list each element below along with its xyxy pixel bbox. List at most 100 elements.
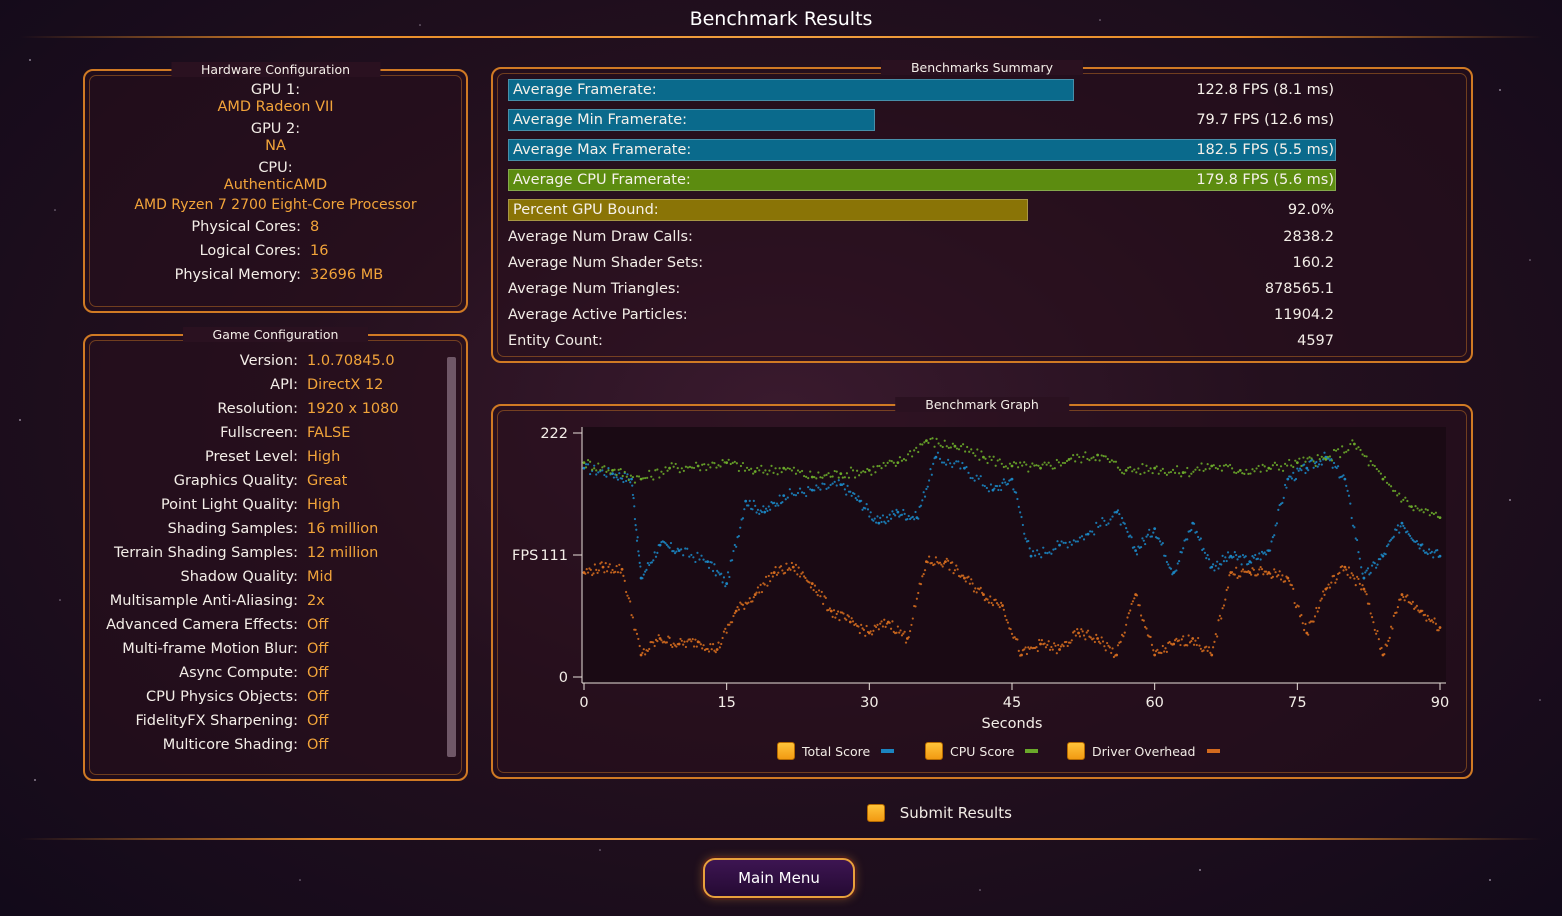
game-setting-row: Multicore Shading: Off bbox=[83, 737, 443, 757]
legend-swatch bbox=[881, 749, 895, 753]
game-setting-value: Off bbox=[307, 737, 329, 753]
game-setting-value: Off bbox=[307, 641, 329, 657]
game-setting-row: Point Light Quality: High bbox=[83, 497, 443, 517]
game-setting-value: 1920 x 1080 bbox=[307, 401, 399, 417]
title-bar: Benchmark Results bbox=[0, 0, 1562, 38]
game-setting-label: Shadow Quality: bbox=[180, 569, 298, 585]
game-setting-value: Off bbox=[307, 689, 329, 705]
summary-bar bbox=[508, 109, 875, 131]
game-setting-value: FALSE bbox=[307, 425, 351, 441]
game-setting-row: Shading Samples: 16 million bbox=[83, 521, 443, 541]
panel-title: Benchmark Graph bbox=[895, 397, 1069, 412]
summary-bar bbox=[508, 79, 1074, 101]
panel-title: Hardware Configuration bbox=[170, 62, 381, 77]
game-setting-label: Point Light Quality: bbox=[160, 497, 298, 513]
legend-label: Total Score bbox=[802, 743, 871, 759]
summary-stat-value: 878565.1 bbox=[1264, 281, 1334, 297]
game-setting-label: Fullscreen: bbox=[220, 425, 298, 441]
legend-swatch bbox=[1025, 749, 1039, 753]
game-setting-label: Preset Level: bbox=[205, 449, 298, 465]
game-setting-label: Resolution: bbox=[217, 401, 298, 417]
page-title: Benchmark Results bbox=[689, 8, 873, 30]
summary-bar bbox=[508, 169, 1336, 191]
gpu2-value: NA bbox=[265, 138, 286, 154]
game-configuration-panel: Game Configuration bbox=[83, 327, 468, 781]
legend-toggle-checkbox[interactable] bbox=[777, 742, 795, 760]
legend-swatch bbox=[1206, 749, 1220, 753]
summary-bar-value: 182.5 FPS (5.5 ms) bbox=[1196, 142, 1334, 158]
game-setting-row: Multisample Anti-Aliasing: 2x bbox=[83, 593, 443, 613]
hardware-stat-row: Physical Cores: 8 bbox=[83, 219, 443, 239]
game-setting-value: Off bbox=[307, 617, 329, 633]
game-setting-label: FidelityFX Sharpening: bbox=[135, 713, 298, 729]
summary-stat-value: 11904.2 bbox=[1274, 307, 1334, 323]
game-setting-row: Preset Level: High bbox=[83, 449, 443, 469]
game-setting-row: FidelityFX Sharpening: Off bbox=[83, 713, 443, 733]
hardware-stat-label: Physical Memory: bbox=[174, 267, 301, 283]
game-setting-value: DirectX 12 bbox=[307, 377, 384, 393]
game-setting-row: Terrain Shading Samples: 12 million bbox=[83, 545, 443, 565]
game-setting-label: Advanced Camera Effects: bbox=[106, 617, 298, 633]
hardware-stat-row: Logical Cores: 16 bbox=[83, 243, 443, 263]
game-setting-value: High bbox=[307, 497, 341, 513]
checkbox-icon[interactable] bbox=[867, 803, 885, 822]
legend-toggle-checkbox[interactable] bbox=[925, 742, 943, 760]
summary-bar-value: 79.7 FPS (12.6 ms) bbox=[1196, 112, 1334, 128]
game-setting-value: Great bbox=[307, 473, 348, 489]
game-setting-row: Shadow Quality: Mid bbox=[83, 569, 443, 589]
game-setting-value: Off bbox=[307, 665, 329, 681]
submit-results-label: Submit Results bbox=[899, 803, 1012, 822]
hardware-stat-value: 32696 MB bbox=[310, 267, 384, 283]
legend-item[interactable]: Driver Overhead bbox=[1067, 742, 1220, 760]
hardware-stat-row: Physical Memory: 32696 MB bbox=[83, 267, 443, 287]
hardware-stat-value: 8 bbox=[310, 219, 320, 235]
game-setting-row: CPU Physics Objects: Off bbox=[83, 689, 443, 709]
legend-item[interactable]: Total Score bbox=[777, 742, 895, 760]
benchmark-graph-panel: Benchmark Graph bbox=[491, 397, 1473, 779]
legend-toggle-checkbox[interactable] bbox=[1067, 742, 1085, 760]
cpu-name: AMD Ryzen 7 2700 Eight-Core Processor bbox=[134, 197, 417, 213]
game-settings-scrollbar[interactable] bbox=[447, 357, 456, 757]
game-setting-value: 2x bbox=[307, 593, 325, 609]
summary-stat-value: 2838.2 bbox=[1283, 229, 1334, 245]
game-setting-value: Off bbox=[307, 713, 329, 729]
hardware-stat-value: 16 bbox=[310, 243, 329, 259]
game-setting-row: Graphics Quality: Great bbox=[83, 473, 443, 493]
summary-bar bbox=[508, 199, 1028, 221]
hardware-stat-label: Physical Cores: bbox=[191, 219, 301, 235]
panel-title: Game Configuration bbox=[182, 327, 369, 342]
summary-bar-label: Average Max Framerate: bbox=[513, 142, 692, 158]
legend-item[interactable]: CPU Score bbox=[925, 742, 1039, 760]
hardware-stat-label: Logical Cores: bbox=[199, 243, 301, 259]
submit-results-checkbox[interactable]: Submit Results bbox=[867, 803, 1012, 822]
legend-label: Driver Overhead bbox=[1092, 743, 1196, 759]
hardware-configuration-panel: Hardware Configuration bbox=[83, 62, 468, 313]
summary-stat-label: Average Num Triangles: bbox=[508, 281, 681, 297]
game-setting-value: High bbox=[307, 449, 341, 465]
game-setting-row: Multi-frame Motion Blur: Off bbox=[83, 641, 443, 661]
summary-bar-value: 122.8 FPS (8.1 ms) bbox=[1196, 82, 1334, 98]
main-menu-button[interactable]: Main Menu bbox=[703, 858, 855, 898]
summary-stat-label: Average Active Particles: bbox=[508, 307, 688, 323]
game-setting-row: Async Compute: Off bbox=[83, 665, 443, 685]
game-setting-label: Version: bbox=[239, 353, 298, 369]
game-setting-label: Async Compute: bbox=[179, 665, 298, 681]
summary-stat-value: 160.2 bbox=[1292, 255, 1334, 271]
footer-divider bbox=[20, 838, 1542, 840]
game-setting-label: Graphics Quality: bbox=[173, 473, 298, 489]
header-divider bbox=[20, 36, 1542, 38]
summary-bar-label: Average Framerate: bbox=[513, 82, 657, 98]
game-setting-value: 1.0.70845.0 bbox=[307, 353, 395, 369]
summary-bar-label: Percent GPU Bound: bbox=[513, 202, 659, 218]
game-setting-label: Multisample Anti-Aliasing: bbox=[109, 593, 298, 609]
game-setting-value: Mid bbox=[307, 569, 333, 585]
game-setting-label: Multi-frame Motion Blur: bbox=[122, 641, 298, 657]
summary-bar bbox=[508, 139, 1336, 161]
game-setting-label: Shading Samples: bbox=[167, 521, 298, 537]
game-setting-value: 12 million bbox=[307, 545, 379, 561]
legend-label: CPU Score bbox=[950, 743, 1015, 759]
gpu2-label: GPU 2: bbox=[250, 121, 301, 137]
gpu1-value: AMD Radeon VII bbox=[217, 99, 334, 115]
cpu-label: CPU: bbox=[258, 160, 293, 176]
summary-bar-value: 92.0% bbox=[1287, 202, 1334, 218]
